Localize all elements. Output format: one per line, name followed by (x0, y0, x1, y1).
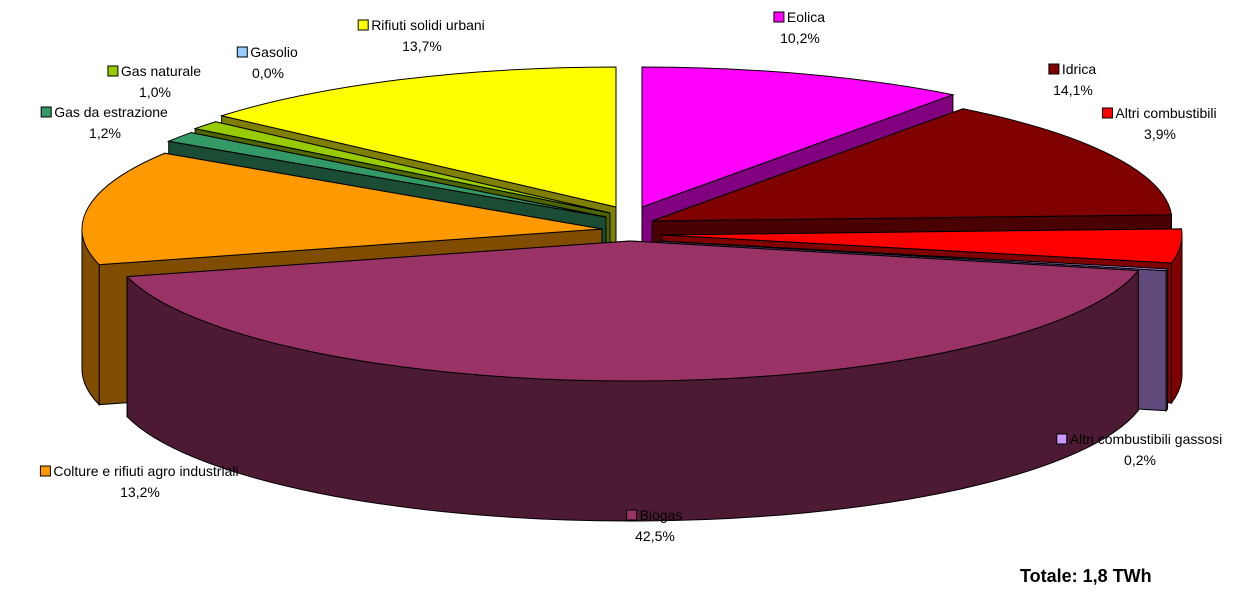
legend-swatch (236, 46, 248, 58)
label-name: Idrica (1062, 61, 1096, 77)
legend-swatch (39, 465, 51, 477)
label-eolica: Eolica 10,2% (773, 9, 825, 46)
label-altri-combustibili: Altri combustibili 3,9% (1101, 105, 1217, 142)
legend-swatch (1048, 63, 1060, 75)
label-percent: 1,0% (139, 84, 171, 100)
legend-swatch (357, 19, 369, 31)
legend-swatch (40, 106, 52, 118)
label-name: Colture e rifiuti agro industriali (53, 463, 238, 479)
legend-swatch (773, 11, 785, 23)
label-colture-e-rifiuti-agro-industriali: Colture e rifiuti agro industriali 13,2% (39, 463, 239, 500)
label-percent: 13,2% (120, 484, 160, 500)
legend-swatch (626, 509, 638, 521)
pie-slice-rifiuti-solidi-urbani (219, 66, 617, 208)
label-name: Gas naturale (121, 63, 201, 79)
label-percent: 1,2% (89, 125, 121, 141)
total-label: Totale: 1,8 TWh (1020, 566, 1152, 586)
label-percent: 10,2% (780, 30, 820, 46)
legend-swatch (1101, 107, 1113, 119)
label-name: Gasolio (250, 44, 298, 60)
label-percent: 0,2% (1124, 452, 1156, 468)
label-percent: 42,5% (635, 528, 675, 544)
label-rifiuti-solidi-urbani: Rifiuti solidi urbani 13,7% (357, 17, 485, 54)
pie-slice-altri-combustibili (661, 228, 1183, 264)
pie-slice-gas-naturale (193, 121, 611, 214)
pie-slice-biogas (126, 240, 1140, 382)
label-biogas: Biogas 42,5% (626, 507, 683, 544)
legend-swatch (1056, 433, 1068, 445)
label-gasolio: Gasolio 0,0% (236, 44, 298, 81)
label-name: Altri combustibili (1115, 105, 1216, 121)
altri-combustibili-gassosi-outer-side (1165, 267, 1169, 413)
pie-slice-altri-combustibili-gassosi (657, 240, 1169, 272)
label-name: Biogas (640, 507, 683, 523)
label-idrica: Idrica 14,1% (1048, 61, 1096, 98)
label-name: Eolica (787, 9, 825, 25)
legend-swatch (107, 65, 119, 77)
label-percent: 3,9% (1144, 126, 1176, 142)
label-name: Gas da estrazione (54, 104, 168, 120)
label-altri-combustibili-gassosi: Altri combustibili gassosi 0,2% (1056, 431, 1223, 468)
label-percent: 13,7% (402, 38, 442, 54)
label-name: Rifiuti solidi urbani (371, 17, 485, 33)
label-percent: 14,1% (1053, 82, 1093, 98)
pie-slice-colture-e-rifiuti-agro-industriali (81, 152, 603, 266)
pie-slice-gas-da-estrazione (166, 132, 607, 218)
pie-slice-idrica (651, 108, 1173, 222)
pie-labels: Eolica 10,2% Idrica 14,1% Altri combustibili… (39, 9, 1223, 544)
pie-tops (81, 66, 1183, 382)
label-gas-naturale: Gas naturale 1,0% (107, 63, 201, 100)
label-name: Altri combustibili gassosi (1070, 431, 1223, 447)
label-percent: 0,0% (252, 65, 284, 81)
pie-slice-eolica (641, 66, 955, 208)
label-gas-da-estrazione: Gas da estrazione 1,2% (40, 104, 168, 141)
